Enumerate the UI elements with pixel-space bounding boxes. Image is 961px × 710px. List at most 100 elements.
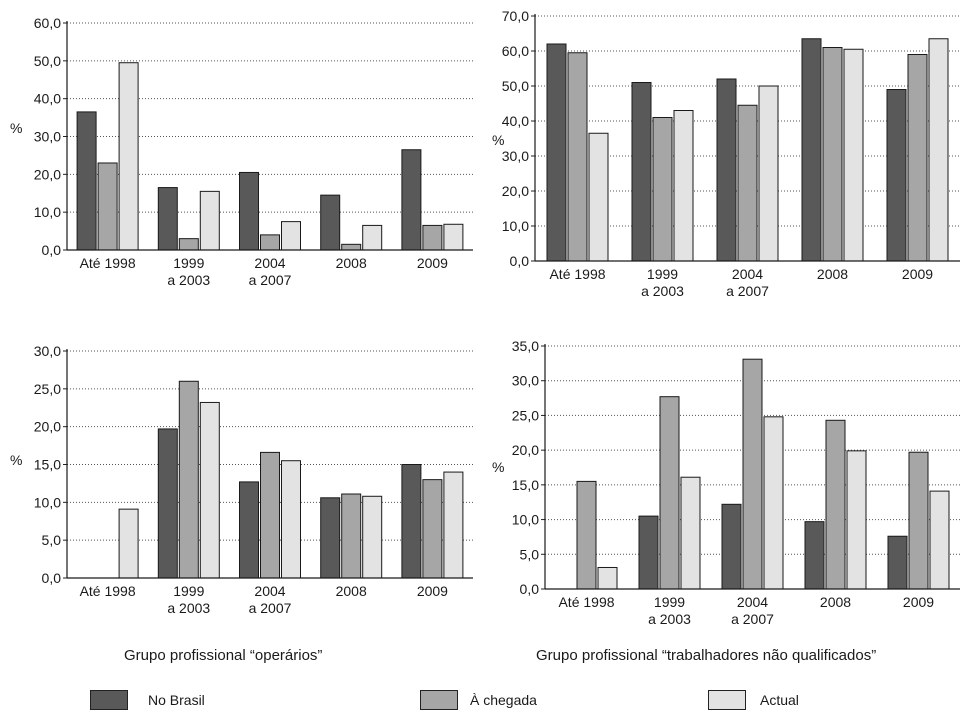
bar [763, 416, 784, 590]
x-category-label-line: a 2003 [167, 272, 210, 288]
x-category-label: Até 1998 [558, 594, 614, 610]
x-category-label-line: 2009 [417, 255, 448, 271]
bar [239, 171, 259, 251]
bar [178, 380, 199, 579]
y-axis-label: % [10, 452, 22, 468]
y-tick-label: 20,0 [34, 166, 61, 182]
y-tick-label: 70,0 [502, 8, 529, 24]
chart-2: 0,0 10,0 20,0 30,0 40,0 50,0 60,0 70,0% Até 1998… [492, 8, 960, 299]
y-tick-label: 10,0 [502, 218, 529, 234]
y-tick-label: 5,0 [520, 546, 540, 562]
bar [886, 89, 907, 262]
x-category-label-line: 2009 [903, 594, 934, 610]
y-tick-label: 15,0 [512, 477, 539, 493]
y-tick-label: 50,0 [34, 53, 61, 69]
bar [97, 162, 118, 251]
y-tick-label: 10,0 [34, 204, 61, 220]
x-category-label-line: 2004 [737, 594, 768, 610]
bar [320, 194, 341, 251]
x-category-label-line: a 2003 [167, 600, 210, 616]
bar [652, 117, 673, 262]
x-category-label: 2008 [820, 594, 851, 610]
x-category-label-line: 2008 [336, 583, 367, 599]
x-category-label: 1999 a 2003 [167, 583, 210, 616]
y-axis-label: % [492, 132, 504, 148]
x-category-label: 2009 [903, 594, 934, 610]
bar [673, 110, 694, 262]
bar [546, 43, 567, 262]
x-category-label-line: Até 1998 [549, 266, 605, 282]
bar [680, 476, 701, 590]
bar [320, 497, 341, 579]
caption-trabalhadores: Grupo profissional “trabalhadores não qu… [536, 647, 877, 664]
x-category-label-line: 2009 [902, 266, 933, 282]
bar [341, 243, 362, 251]
x-category-label-line: a 2007 [249, 600, 292, 616]
bar [659, 396, 680, 590]
y-tick-label: 20,0 [502, 183, 529, 199]
x-category-label: 2008 [336, 255, 367, 271]
y-tick-label: 10,0 [34, 494, 61, 510]
bar [443, 471, 464, 579]
bar [199, 190, 220, 251]
bar [631, 82, 652, 262]
x-category-label-line: a 2007 [731, 611, 774, 627]
y-tick-label: 50,0 [502, 78, 529, 94]
bar [118, 62, 139, 251]
x-category-label: 2004 a 2007 [249, 255, 292, 288]
bar [157, 428, 178, 579]
x-category-label: Até 1998 [80, 583, 136, 599]
x-category-label: 1999 a 2003 [648, 594, 691, 627]
x-category-label: 2009 [417, 255, 448, 271]
legend-swatch-no-brasil [90, 690, 128, 710]
y-tick-label: 0,0 [520, 581, 540, 597]
x-category-label: 2004 a 2007 [249, 583, 292, 616]
bar [822, 47, 843, 262]
y-tick-label: 25,0 [34, 381, 61, 397]
y-tick-label: 30,0 [34, 129, 61, 145]
bar [422, 224, 443, 251]
x-category-label: 2004 a 2007 [731, 594, 774, 627]
x-category-label-line: 1999 [173, 255, 204, 271]
y-tick-label: 0,0 [42, 242, 62, 258]
bar [157, 187, 178, 251]
x-category-label-line: a 2003 [641, 283, 684, 299]
legend-swatch-a-chegada [420, 690, 458, 710]
y-tick-label: 40,0 [34, 91, 61, 107]
x-category-label-line: a 2007 [249, 272, 292, 288]
bar [588, 132, 609, 262]
x-category-label-line: 1999 [654, 594, 685, 610]
x-category-label: 2009 [417, 583, 448, 599]
x-category-label: Até 1998 [549, 266, 605, 282]
bar [281, 221, 301, 251]
y-tick-label: 25,0 [512, 407, 539, 423]
bar [422, 479, 443, 579]
bar [716, 78, 737, 262]
y-tick-label: 35,0 [512, 338, 539, 354]
bar [76, 111, 97, 251]
bar [638, 515, 659, 590]
bar [567, 52, 588, 262]
x-category-label: 2004 a 2007 [726, 266, 769, 299]
x-category-label-line: 2004 [732, 266, 763, 282]
bar [929, 490, 950, 590]
y-tick-label: 0,0 [42, 570, 62, 586]
x-category-label-line: 2008 [820, 594, 851, 610]
y-axis-label: % [492, 459, 504, 475]
bar [576, 480, 597, 590]
bar [721, 503, 742, 590]
bar [843, 48, 864, 262]
x-category-label: 2008 [817, 266, 848, 282]
x-category-label: 1999 a 2003 [641, 266, 684, 299]
x-category-label: 2009 [902, 266, 933, 282]
y-tick-label: 30,0 [502, 148, 529, 164]
bar [597, 566, 618, 590]
bar [737, 104, 758, 262]
bar [281, 460, 301, 579]
y-tick-label: 30,0 [512, 373, 539, 389]
bar [118, 508, 139, 579]
legend-swatch-actual [708, 690, 746, 710]
bar [362, 224, 383, 251]
x-category-label-line: 1999 [173, 583, 204, 599]
